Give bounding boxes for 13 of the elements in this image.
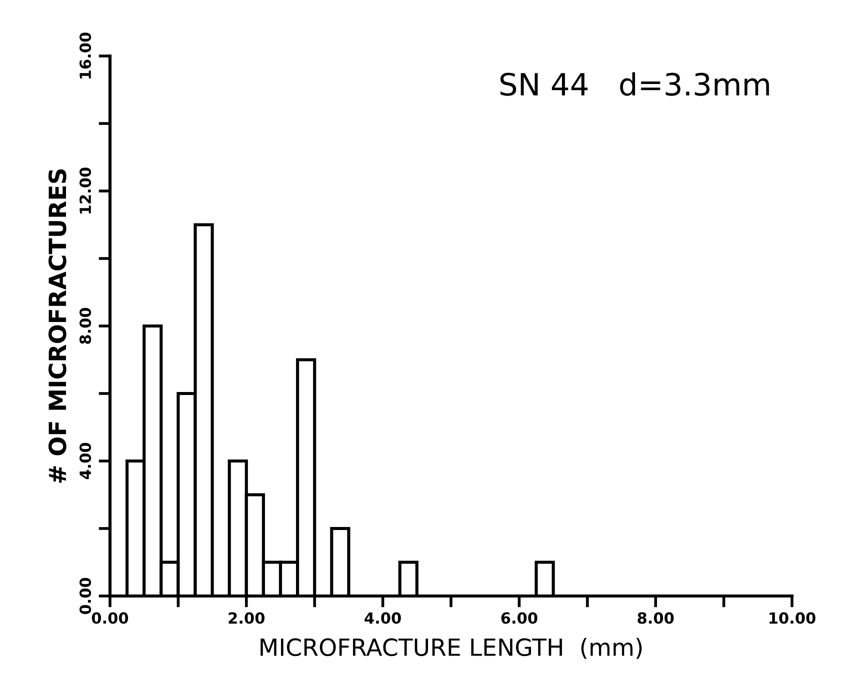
x-tick-label: 2.00 (228, 612, 265, 624)
x-tick-label: 10.00 (770, 612, 816, 624)
chart-title: SN 44 d=3.3mm (500, 72, 769, 96)
y-tick-label: 8.00 (80, 308, 92, 344)
x-tick-label: 8.00 (638, 612, 674, 624)
y-tick-label: 16.00 (80, 32, 92, 78)
x-tick-label: 4.00 (364, 612, 401, 624)
x-tick-label: 0.00 (92, 612, 128, 624)
x-tick-label: 6.00 (501, 612, 538, 624)
x-axis-title: MICROFRACTURE LENGTH (mm) (260, 638, 642, 659)
y-tick-label: 4.00 (80, 442, 92, 480)
y-tick-label: 12.00 (80, 168, 92, 214)
y-axis-title: # OF MICROFRACTURES (48, 169, 66, 483)
